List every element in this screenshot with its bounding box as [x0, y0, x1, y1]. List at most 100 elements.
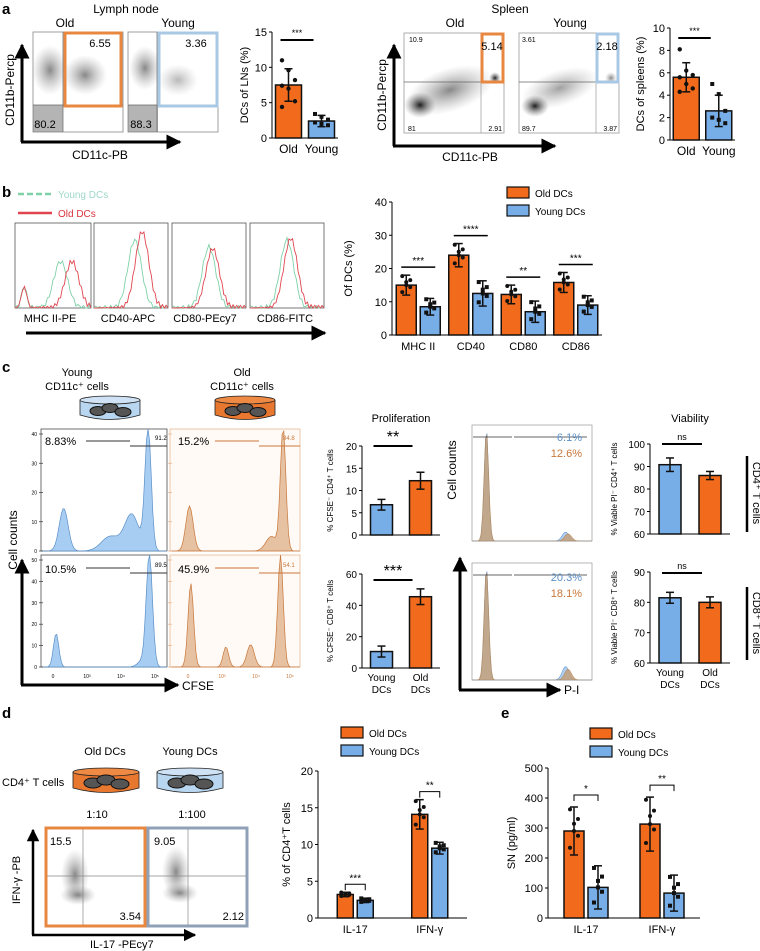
x-tick-label: 10³ [218, 674, 226, 680]
data-point [460, 247, 465, 252]
data-point [565, 275, 570, 280]
c-old-sub: CD11c⁺ cells [210, 381, 274, 393]
data-point [433, 850, 438, 855]
data-point [319, 114, 324, 119]
y-tick-label: 5 [261, 98, 267, 110]
significance-label: *** [689, 26, 700, 36]
old-histogram-curve [249, 237, 325, 310]
d-old-dish-label: Old DCs [84, 746, 126, 758]
chart-a_ln: 0 5 10 15 DCs of LNs (%) Old Young *** [239, 27, 338, 156]
data-point [600, 874, 604, 879]
y-tick-label: 100 [525, 883, 543, 895]
y-tick-label: 30 [31, 601, 37, 607]
category-label: DCs [660, 680, 679, 691]
y-tick-label: 20 [31, 622, 37, 628]
c-bot-old-gate: 54.1 [283, 563, 295, 569]
significance-label: ** [658, 774, 666, 785]
old-histogram-curve [93, 231, 169, 310]
cfse-histogram [170, 429, 300, 552]
y-axis-label: % Viable PI⁻ CD8⁺ T cells [610, 571, 619, 664]
x-tick-label: 0 [52, 674, 55, 680]
legend-label: Old DCs [369, 729, 407, 740]
data-point [589, 298, 594, 303]
data-point [456, 253, 461, 258]
y-axis-label: DCs of LNs (%) [239, 47, 251, 123]
data-point [677, 89, 682, 95]
data-point [672, 891, 676, 896]
category-label: CD40 [457, 341, 485, 353]
pi-top-old: 12.6% [551, 448, 582, 460]
significance-label: ** [519, 266, 527, 277]
y-tick-label: 10 [346, 487, 358, 498]
hist-label-cd40: CD40-APC [101, 313, 155, 325]
lymph-young-gate-value: 3.36 [185, 38, 206, 50]
data-point [292, 77, 298, 83]
data-point [476, 300, 481, 305]
cfse-histogram [170, 554, 300, 668]
data-point [313, 120, 317, 125]
bar [658, 463, 682, 535]
y-tick-label: 10 [301, 840, 313, 852]
y-tick-label: 0 [34, 665, 37, 671]
y-tick-label: 40 [31, 432, 37, 438]
data-point [581, 294, 586, 299]
data-point [537, 311, 542, 316]
category-label: DCs [700, 680, 719, 691]
significance-label: **** [463, 225, 479, 236]
c-bot-young-pct: 10.5% [45, 564, 76, 576]
panel-label-a: a [2, 1, 11, 18]
significance-label: ** [387, 429, 399, 446]
data-point [326, 123, 330, 128]
data-point [723, 121, 728, 126]
data-point [432, 300, 437, 305]
category-label: Old [279, 142, 298, 156]
old-dish-icon [214, 395, 276, 420]
y-tick-label: 40 [375, 197, 387, 209]
y-tick-label: 0 [659, 135, 665, 147]
significance-label: ** [426, 781, 434, 792]
lymph-old-label: Old [56, 16, 75, 30]
data-point [509, 289, 514, 294]
data-point [648, 822, 652, 827]
data-point [417, 807, 422, 812]
data-point [513, 294, 518, 299]
pi-old-histogram [472, 572, 592, 681]
data-point [480, 287, 485, 292]
category-label: Young [702, 144, 736, 158]
data-point [716, 92, 721, 97]
pi-ylabel: Cell counts [445, 440, 459, 499]
data-point [505, 284, 510, 289]
category-label: IFN-γ [649, 924, 676, 936]
data-point [441, 843, 446, 848]
y-tick-label: 5 [307, 876, 313, 888]
cfse-xlabel: CFSE [182, 679, 214, 693]
d-young-dish-label: Young DCs [162, 746, 218, 758]
data-point [404, 283, 409, 288]
data-point [565, 282, 570, 287]
data-point [557, 271, 562, 276]
data-point [596, 878, 600, 883]
data-point [505, 298, 510, 303]
y-tick-label: 20 [346, 633, 358, 644]
data-point [676, 894, 680, 899]
legend-label: Young DCs [535, 207, 585, 218]
y-tick-label: 60 [634, 659, 646, 670]
y-tick-label: 100 [628, 440, 645, 451]
data-point [480, 291, 485, 296]
data-point [568, 845, 572, 850]
d-young-dish-icon [156, 767, 224, 793]
y-tick-label: 50 [31, 558, 37, 564]
d-ratio-old: 1:10 [86, 809, 107, 821]
chart-b_markers: 0 10 20 30 40 Of DCs (%) MHC II *** CD40 **** CD80… [343, 186, 602, 353]
x-tick-label: 10⁴ [117, 674, 125, 680]
y-tick-label: 30 [375, 230, 387, 242]
legend-swatch-old [340, 726, 364, 739]
pi-bot-old: 18.1% [551, 588, 582, 600]
y-tick-label: 8 [659, 45, 665, 57]
data-point [533, 309, 538, 314]
data-point [677, 75, 682, 80]
legend-label: Young DCs [369, 747, 419, 758]
pi-xlabel: P-I [564, 683, 579, 697]
histogram-frame [249, 222, 325, 309]
